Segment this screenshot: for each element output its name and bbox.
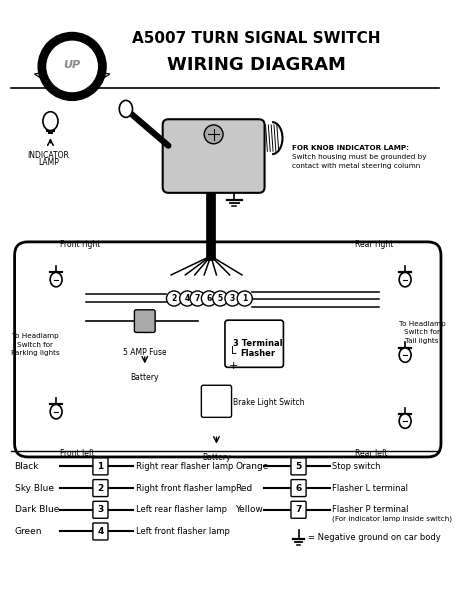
FancyBboxPatch shape	[93, 458, 108, 475]
Text: Right front flasher lamp: Right front flasher lamp	[137, 484, 237, 493]
Text: To Headlamp: To Headlamp	[399, 321, 446, 327]
Text: 3: 3	[230, 294, 235, 303]
Text: Orange: Orange	[235, 462, 269, 471]
Text: Parking lights: Parking lights	[11, 350, 60, 356]
Text: 2: 2	[97, 484, 103, 493]
FancyBboxPatch shape	[93, 501, 108, 518]
Text: +: +	[229, 362, 238, 371]
Text: L: L	[231, 346, 236, 356]
FancyBboxPatch shape	[225, 320, 283, 367]
Text: Dark Blue: Dark Blue	[15, 505, 59, 514]
Text: 1: 1	[242, 294, 247, 303]
Text: To Headlamp: To Headlamp	[12, 333, 59, 339]
Text: 5: 5	[218, 294, 223, 303]
Text: Left front flasher lamp: Left front flasher lamp	[137, 527, 230, 536]
Text: 5 AMP Fuse: 5 AMP Fuse	[123, 348, 166, 357]
Circle shape	[166, 291, 182, 306]
Text: = Negative ground on car body: = Negative ground on car body	[308, 533, 441, 542]
Text: Rear right: Rear right	[355, 240, 393, 249]
Circle shape	[190, 291, 205, 306]
FancyBboxPatch shape	[291, 501, 306, 518]
Text: Flasher: Flasher	[240, 349, 275, 358]
Text: Right rear flasher lamp: Right rear flasher lamp	[137, 462, 234, 471]
Text: UNITED: UNITED	[60, 46, 84, 51]
FancyBboxPatch shape	[135, 310, 155, 332]
Circle shape	[201, 291, 217, 306]
Text: 7: 7	[195, 294, 201, 303]
Text: (For indicator lamp inside switch): (For indicator lamp inside switch)	[332, 516, 453, 522]
Text: Sky Blue: Sky Blue	[15, 484, 54, 493]
Circle shape	[213, 291, 228, 306]
Text: INDICATOR: INDICATOR	[27, 151, 70, 159]
Circle shape	[38, 32, 106, 101]
Text: A5007 TURN SIGNAL SWITCH: A5007 TURN SIGNAL SWITCH	[132, 31, 380, 45]
Circle shape	[204, 125, 223, 144]
FancyBboxPatch shape	[93, 479, 108, 497]
Text: Flasher P terminal: Flasher P terminal	[332, 505, 409, 514]
Text: 3: 3	[97, 505, 103, 514]
Text: WIRING DIAGRAM: WIRING DIAGRAM	[167, 56, 346, 74]
Circle shape	[180, 291, 195, 306]
Text: FOR KNOB INDICATOR LAMP:: FOR KNOB INDICATOR LAMP:	[292, 145, 409, 151]
FancyBboxPatch shape	[93, 523, 108, 540]
Text: 1: 1	[97, 462, 103, 471]
Text: Black: Black	[15, 462, 39, 471]
Text: 6: 6	[206, 294, 211, 303]
Ellipse shape	[399, 272, 411, 287]
Text: Rear left: Rear left	[355, 449, 388, 459]
Text: Red: Red	[235, 484, 253, 493]
FancyBboxPatch shape	[201, 385, 232, 417]
Text: 4: 4	[184, 294, 190, 303]
Text: 2: 2	[172, 294, 177, 303]
Text: UP: UP	[64, 61, 81, 70]
Text: Flasher L terminal: Flasher L terminal	[332, 484, 409, 493]
FancyBboxPatch shape	[163, 120, 264, 193]
Ellipse shape	[50, 272, 62, 287]
Circle shape	[46, 40, 99, 93]
Text: Left rear flasher lamp: Left rear flasher lamp	[137, 505, 227, 514]
Text: LAMP: LAMP	[38, 158, 59, 167]
Text: Front left: Front left	[60, 449, 94, 459]
Text: 3 Terminal: 3 Terminal	[233, 339, 283, 348]
Text: Tail lights: Tail lights	[405, 338, 439, 344]
Text: Yellow: Yellow	[235, 505, 263, 514]
Text: Front right: Front right	[60, 240, 100, 249]
Text: Switch for: Switch for	[404, 329, 440, 335]
FancyBboxPatch shape	[291, 479, 306, 497]
Ellipse shape	[399, 348, 411, 362]
Text: Green: Green	[15, 527, 42, 536]
Ellipse shape	[119, 101, 133, 117]
Text: Battery: Battery	[130, 373, 159, 382]
Circle shape	[237, 291, 252, 306]
Ellipse shape	[399, 414, 411, 428]
Text: 5: 5	[295, 462, 301, 471]
Text: Brake Light Switch: Brake Light Switch	[233, 398, 305, 407]
Text: contact with metal steering column: contact with metal steering column	[292, 164, 420, 169]
Text: Stop switch: Stop switch	[332, 462, 381, 471]
Text: 6: 6	[295, 484, 301, 493]
Text: 7: 7	[295, 505, 302, 514]
Text: PACIFIC: PACIFIC	[60, 82, 85, 87]
Text: Battery: Battery	[202, 453, 231, 462]
Polygon shape	[35, 59, 110, 82]
Ellipse shape	[50, 405, 62, 419]
Text: 4: 4	[97, 527, 104, 536]
Circle shape	[225, 291, 240, 306]
Text: Switch for: Switch for	[18, 341, 54, 348]
FancyBboxPatch shape	[291, 458, 306, 475]
Text: Switch housing must be grounded by: Switch housing must be grounded by	[292, 154, 427, 160]
